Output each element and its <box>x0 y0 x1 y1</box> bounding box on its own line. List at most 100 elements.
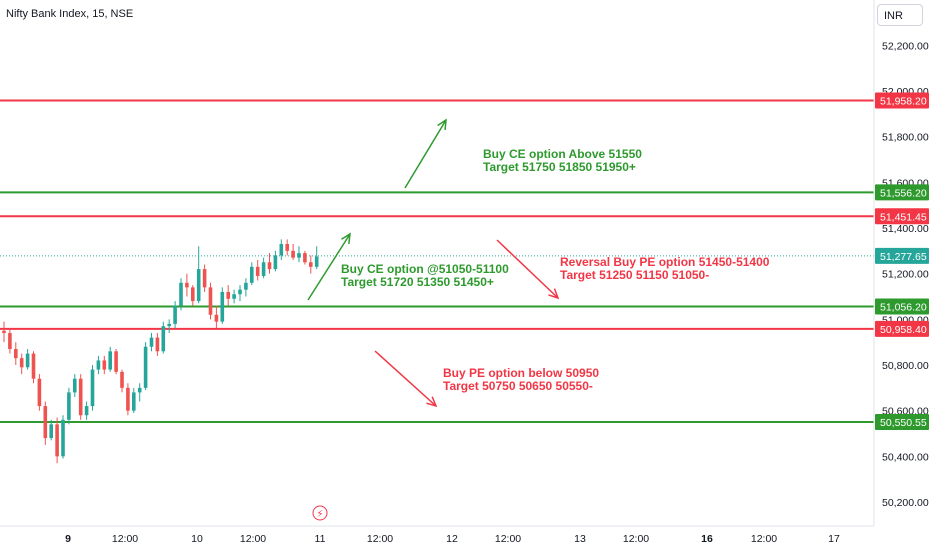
current-price-badge <box>875 247 929 264</box>
candle <box>37 374 42 411</box>
y-tick-label: 50,800.00 <box>882 360 929 372</box>
candle <box>261 257 266 279</box>
candle <box>309 255 313 274</box>
candle <box>55 417 59 464</box>
candle <box>67 387 71 425</box>
candle <box>267 253 272 274</box>
chart-title: Nifty Bank Index, 15, NSE <box>6 8 134 20</box>
x-tick-label: 12:00 <box>112 533 138 545</box>
candle <box>73 374 77 397</box>
level-price-label: 50,958.40 <box>880 324 927 336</box>
candle <box>279 239 284 260</box>
candle <box>102 355 107 375</box>
candle <box>161 321 166 354</box>
candle <box>179 278 183 311</box>
candle <box>114 349 118 375</box>
level-price-badge <box>875 184 929 201</box>
candle <box>14 342 18 365</box>
level-price-badge <box>875 208 929 225</box>
x-tick-label: 13 <box>574 533 586 545</box>
candle <box>137 383 142 402</box>
candle <box>31 351 36 384</box>
level-price-label: 50,550.55 <box>880 417 927 429</box>
x-tick-label: 12:00 <box>240 533 266 545</box>
x-tick-label: 17 <box>828 533 840 545</box>
level-price-badge <box>875 413 929 430</box>
trend-arrow <box>374 350 438 408</box>
event-marker-icon[interactable]: ⚡ <box>312 505 328 521</box>
trend-arrow <box>307 232 351 301</box>
candle <box>19 353 24 375</box>
annotation-text: Buy CE option @51050-51100 <box>341 262 509 276</box>
level-price-badge <box>875 320 929 337</box>
level-price-badge <box>875 92 929 109</box>
time-axis[interactable]: 9 12:00 10 12:00 11 12:00 12 12:00 13 12:00 16 12:0… <box>65 533 840 545</box>
candle <box>273 250 278 272</box>
candle <box>155 333 160 356</box>
x-tick-label: 16 <box>701 533 713 545</box>
x-tick-label: 10 <box>191 533 203 545</box>
y-tick-label: 50,200.00 <box>882 497 929 509</box>
candle <box>25 349 30 370</box>
x-tick-label: 12:00 <box>751 533 777 545</box>
candle <box>49 419 53 441</box>
candle <box>238 285 242 302</box>
y-tick-label: 51,800.00 <box>882 132 929 144</box>
y-tick-label: 50,400.00 <box>882 451 929 463</box>
candle <box>214 305 219 329</box>
current-price-label: 51,277.65 <box>880 251 927 263</box>
y-tick-label: 52,200.00 <box>882 40 929 52</box>
level-price-label: 51,451.45 <box>880 211 927 223</box>
arrows-layer <box>307 118 560 408</box>
y-tick-label: 51,200.00 <box>882 269 929 281</box>
candle <box>291 243 295 260</box>
x-tick-label: 12:00 <box>495 533 521 545</box>
trend-arrow <box>496 239 560 300</box>
candle <box>126 383 130 416</box>
level-price-label: 51,958.20 <box>880 96 927 108</box>
candle <box>84 401 89 420</box>
candle <box>173 301 177 329</box>
candle <box>297 246 301 263</box>
candle <box>185 273 189 297</box>
candle <box>96 355 101 375</box>
candle <box>220 287 225 324</box>
y-tick-label: 51,400.00 <box>882 223 929 235</box>
x-tick-label: 12:00 <box>367 533 393 545</box>
candle <box>250 262 254 286</box>
candle <box>285 239 289 256</box>
annotation-text: Buy CE option Above 51550 <box>483 147 642 161</box>
currency-selector[interactable]: INR <box>877 4 923 26</box>
candle <box>108 346 112 372</box>
candle <box>314 246 319 270</box>
candle <box>143 342 148 391</box>
candle <box>120 369 124 393</box>
candle <box>167 319 171 334</box>
annotation-text: Buy PE option below 50950 <box>443 366 599 380</box>
annotation-text: Target 51720 51350 51450+ <box>341 275 494 289</box>
candle <box>78 374 83 420</box>
candle <box>255 259 260 281</box>
candle <box>196 246 201 304</box>
candle <box>226 285 230 306</box>
x-tick-label: 11 <box>315 533 326 545</box>
level-price-badge <box>875 298 929 315</box>
candle <box>191 285 195 306</box>
svg-text:⚡: ⚡ <box>316 509 323 520</box>
x-tick-label: 9 <box>65 533 71 545</box>
annotation-text: Target 50750 50650 50550- <box>443 379 593 393</box>
levels-layer <box>0 99 874 423</box>
candle <box>2 321 6 343</box>
candle <box>132 387 136 413</box>
candle <box>43 401 48 445</box>
price-axis[interactable]: 52,200.0052,000.0051,800.0051,600.0051,4… <box>875 40 929 509</box>
candle <box>208 282 213 320</box>
candle <box>244 278 248 297</box>
candle <box>202 264 207 292</box>
candle <box>61 415 65 459</box>
annotation-text: Reversal Buy PE option 51450-51400 <box>560 255 770 269</box>
level-price-label: 51,056.20 <box>880 302 927 314</box>
x-tick-label: 12:00 <box>623 533 649 545</box>
